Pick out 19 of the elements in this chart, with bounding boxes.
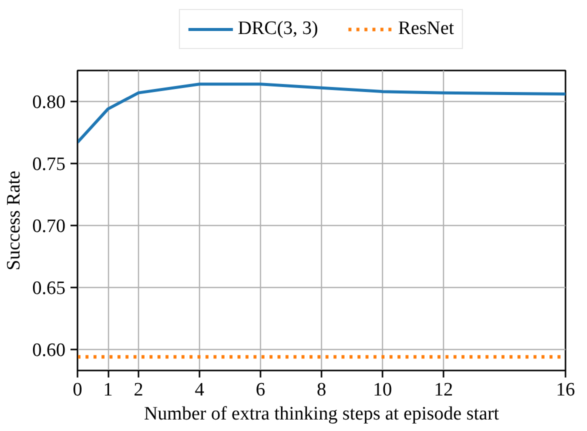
legend-label: ResNet (398, 18, 454, 40)
x-axis-title: Number of extra thinking steps at episode start (144, 404, 500, 424)
x-tick-label: 8 (316, 380, 326, 400)
y-tick-label: 0.70 (32, 216, 66, 237)
line-series (78, 82, 566, 144)
x-tick-label: 4 (194, 380, 205, 400)
x-tick-label: 6 (256, 380, 266, 400)
y-tick-label: 0.60 (32, 340, 66, 361)
y-axis-title: Success Rate (3, 170, 24, 270)
legend-label: DRC(3, 3) (238, 18, 318, 40)
x-tick-label: 12 (434, 380, 453, 400)
y-tick-label: 0.75 (32, 154, 66, 175)
y-tick-label: 0.65 (32, 278, 66, 299)
x-tick-label: 2 (134, 380, 144, 400)
x-tick-label: 10 (373, 380, 392, 400)
x-tick-label: 16 (556, 380, 575, 400)
y-tick-label: 0.80 (32, 92, 66, 113)
x-tick-label: 0 (72, 380, 82, 400)
x-tick-label: 1 (103, 380, 113, 400)
